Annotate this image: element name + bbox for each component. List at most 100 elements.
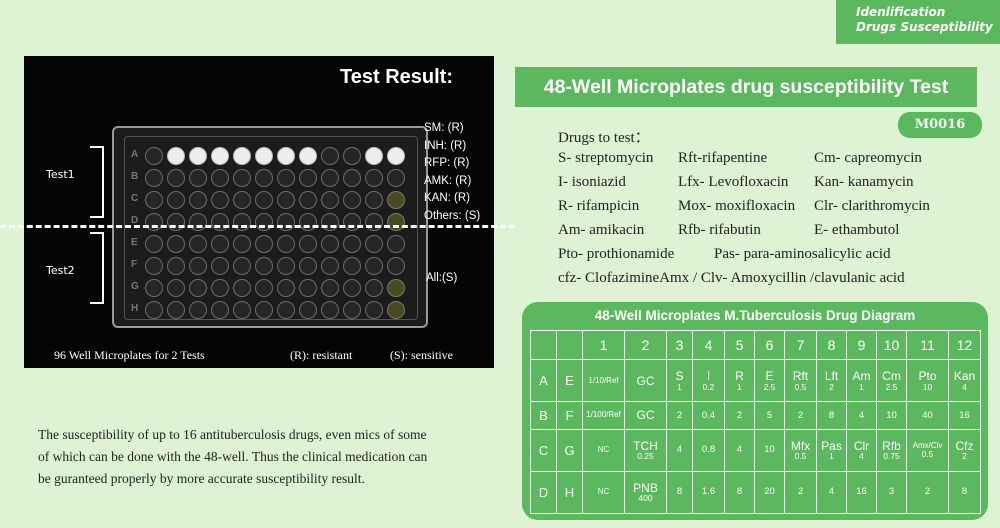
diagram-column-header: 7 [784, 329, 817, 361]
diagram-cell-drug: E [765, 369, 774, 384]
drug-row: Am- amikacin Rfb- rifabutin E- ethambuto… [558, 222, 958, 242]
plate-well [145, 301, 163, 319]
plate-well [365, 147, 383, 165]
plate-well [277, 169, 295, 187]
diagram-cell: 0.8 [692, 428, 725, 472]
photo-title: Test Result: [340, 66, 453, 88]
diagram-cell-concentration: 4 [828, 486, 835, 498]
diagram-cell: 4 [666, 428, 693, 472]
plate-well [189, 235, 207, 253]
description-line: be guranteed properly by more accurate s… [38, 471, 365, 486]
diagram-cell-concentration: 2 [736, 409, 743, 421]
diagram-cell: 4 [724, 428, 755, 472]
plate-well [211, 301, 229, 319]
diagram-cell: Pto 10 [906, 359, 949, 403]
result-all-sensitive: All:(S) [426, 272, 458, 284]
drug-item: I- isoniazid [558, 174, 626, 190]
plate-well [189, 279, 207, 297]
plate-well [255, 169, 273, 187]
plate-well [167, 191, 185, 209]
drug-row: I- isoniazid Lfx- Levofloxacin Kan- kana… [558, 174, 958, 194]
diagram-cell: NC [582, 428, 625, 472]
plate-well [167, 279, 185, 297]
diagram-cell-concentration: 0.75 [883, 451, 900, 462]
diagram-cell: TCH 0.25 [624, 428, 667, 472]
diagram-cell: Clr 4 [846, 428, 877, 472]
diagram-cell: GC [624, 359, 667, 403]
result-amk: AMK: (R) [424, 174, 472, 187]
diagram-cell-concentration: 2 [962, 451, 967, 462]
diagram-cell-drug: NC [597, 445, 610, 455]
diagram-cell: 8 [666, 470, 693, 515]
plate-well [255, 257, 273, 275]
diagram-cell: 8 [948, 470, 981, 515]
diagram-cell: 20 [754, 470, 785, 515]
diagram-cell-concentration: 16 [959, 409, 970, 421]
plate-well [299, 191, 317, 209]
diagram-cell-concentration: 16 [856, 486, 867, 498]
plate-well [255, 279, 273, 297]
plate-well [211, 169, 229, 187]
diagram-cell-concentration: 0.8 [701, 444, 716, 456]
diagram-cell-drug: I [706, 369, 711, 384]
plate-well [343, 279, 361, 297]
plate-well [277, 257, 295, 275]
diagram-cell-concentration: 0.4 [701, 409, 716, 421]
diagram-cell: Rfb 0.75 [876, 428, 907, 472]
plate-row-letter: H [131, 303, 139, 314]
plate-well [167, 235, 185, 253]
diagram-cell-drug: Amx/Clv [912, 440, 943, 450]
diagram-cell: 4 [846, 401, 877, 430]
diagram-cell-concentration: 4 [736, 444, 743, 456]
diagram-cell-concentration: 0.2 [702, 381, 715, 392]
plate-well [233, 213, 251, 231]
drug-item: Pas- para-aminosalicylic acid [714, 246, 891, 262]
plate-well [343, 147, 361, 165]
diagram-cell-concentration: 40 [922, 409, 933, 421]
plate-well [321, 213, 339, 231]
diagram-cell-drug: TCH [633, 438, 658, 453]
diagram-cell-concentration: 2 [924, 486, 931, 498]
diagram-cell: 8 [724, 470, 755, 515]
plate-row-letter: B [131, 171, 139, 182]
plate-well [255, 191, 273, 209]
drug-row: Pto- prothionamide Pas- para-aminosalicy… [558, 246, 958, 266]
plate-well [321, 191, 339, 209]
diagram-cell-drug: Cm [882, 369, 901, 384]
plate-well [145, 257, 163, 275]
diagram-cell-drug: Clr [853, 438, 870, 453]
test1-label: Test1 [46, 168, 75, 181]
plate-well [211, 279, 229, 297]
diagram-cell: Lft 2 [816, 359, 847, 403]
diagram-column-header: 10 [876, 329, 907, 361]
diagram-row-label: A [530, 359, 557, 403]
diagram-column-header [556, 329, 583, 361]
diagram-cell-drug: NC [597, 487, 610, 497]
drug-item: Rfb- rifabutin [678, 222, 761, 238]
plate-well [277, 147, 295, 165]
diagram-cell-drug: Lft [824, 369, 839, 384]
diagram-cell: 8 [816, 401, 847, 430]
description-line: The susceptibility of up to 16 antituber… [38, 427, 427, 442]
diagram-cell: 1/10/Ref [582, 359, 625, 403]
diagram-cell-concentration: 8 [961, 486, 968, 498]
plate-well [387, 213, 405, 231]
diagram-cell-drug: Rfb [882, 438, 901, 453]
plate-well [321, 147, 339, 165]
diagram-cell-drug: GC [636, 373, 655, 388]
plate-well [299, 279, 317, 297]
diagram-column-header: 8 [816, 329, 847, 361]
plate-well [299, 235, 317, 253]
plate-well [321, 257, 339, 275]
diagram-cell: 2 [784, 401, 817, 430]
diagram-cell-concentration: 8 [676, 486, 683, 498]
diagram-cell-concentration: 2 [676, 409, 683, 421]
plate-well [167, 147, 185, 165]
plate-row-letter: G [131, 281, 139, 292]
plate-well [255, 213, 273, 231]
diagram-cell: 2 [666, 401, 693, 430]
diagram-column-header: 2 [624, 329, 667, 361]
